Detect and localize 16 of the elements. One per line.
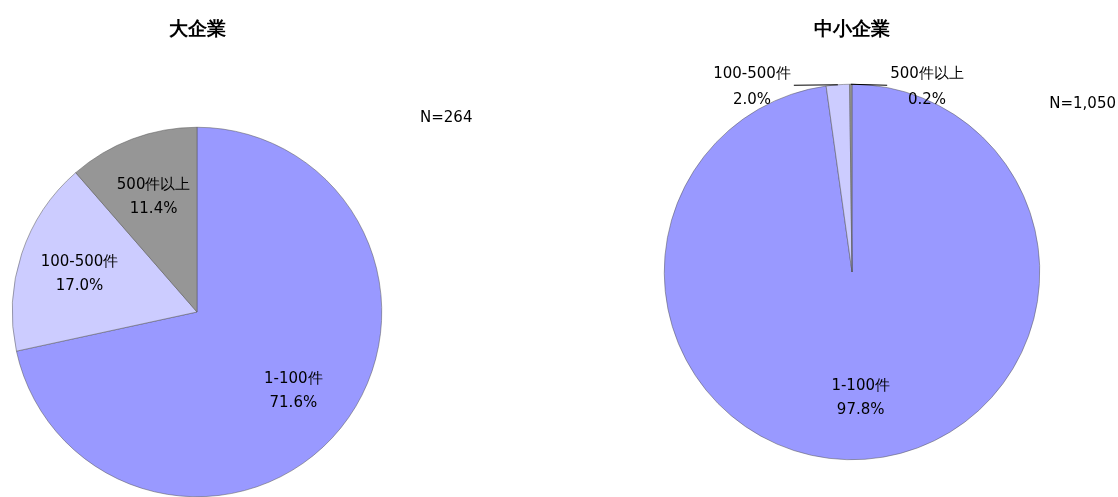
text: N=1,050 <box>1049 93 1116 112</box>
text: N=264 <box>420 107 473 126</box>
data-label: 11.4% <box>129 198 178 217</box>
data-label: 0.2% <box>907 90 947 109</box>
slice-label: 1-100件 <box>831 376 890 395</box>
data-label: 71.6% <box>269 392 318 411</box>
data-label: 97.8% <box>836 400 885 419</box>
slice-label: 500件以上 <box>116 174 191 193</box>
slice-label: 500件以上 <box>890 64 964 83</box>
data-label: 2.0% <box>732 90 772 109</box>
slice-label: 100-500件 <box>713 64 791 83</box>
chart-title: 大企業 <box>168 16 226 39</box>
slice-label: 1-100件 <box>264 368 323 387</box>
slice-label: 100-500件 <box>40 251 119 270</box>
chart-title: 中小企業 <box>814 16 890 39</box>
data-label: 17.0% <box>55 275 104 294</box>
